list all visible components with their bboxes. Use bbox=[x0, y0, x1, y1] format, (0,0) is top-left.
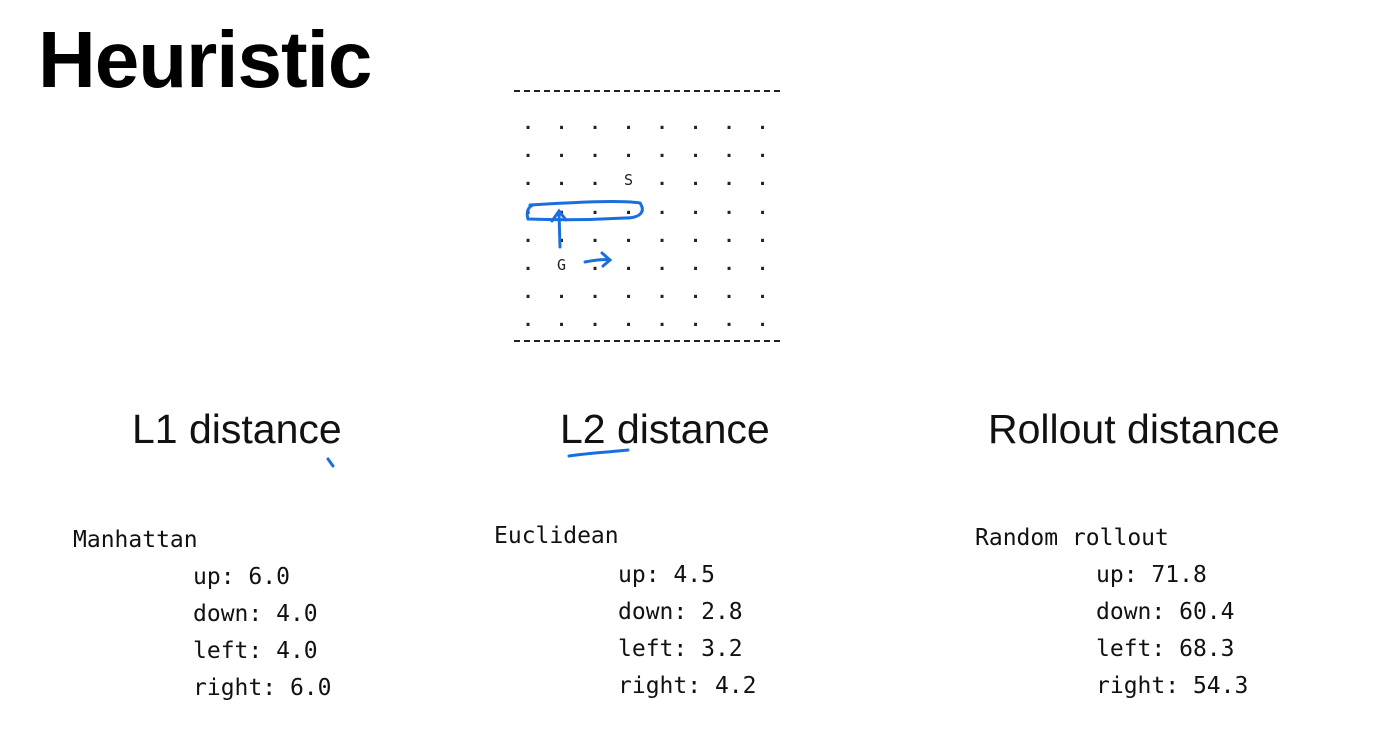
grid-cell: . bbox=[723, 225, 735, 247]
grid-cell: . bbox=[556, 169, 567, 191]
grid-cell: . bbox=[690, 225, 701, 247]
heading-l2-distance: L2 distance bbox=[560, 406, 770, 452]
grid-cell: . bbox=[757, 254, 768, 275]
grid-cell: . bbox=[690, 113, 701, 134]
grid-cell: . bbox=[690, 310, 701, 332]
values-manhattan: up: 6.0 down: 4.0 left: 4.0 right: 6.0 bbox=[193, 559, 332, 707]
method-manhattan: Manhattan bbox=[73, 527, 198, 553]
grid-cell: . bbox=[656, 225, 668, 247]
value-row-down: down: 4.0 bbox=[193, 601, 318, 627]
value-row-left: left: 3.2 bbox=[618, 636, 743, 662]
grid-cell: . bbox=[589, 113, 601, 134]
grid-cell: . bbox=[623, 113, 634, 134]
grid-cell: . bbox=[690, 254, 701, 275]
grid-cell: . bbox=[623, 254, 634, 275]
grid-cell: . bbox=[690, 282, 701, 304]
grid-cell: . bbox=[556, 310, 567, 332]
gridworld: ................... S....................… bbox=[510, 78, 790, 353]
grid-top-border bbox=[514, 90, 780, 92]
value-row-left: left: 68.3 bbox=[1096, 636, 1235, 662]
grid-cell: . bbox=[757, 197, 768, 219]
pen-tick-mark bbox=[326, 457, 335, 468]
grid-cell: . bbox=[623, 141, 634, 163]
grid-cell: . bbox=[522, 197, 534, 219]
grid-cell: . bbox=[757, 282, 768, 304]
grid-cell: . bbox=[522, 310, 534, 332]
grid-cell: . bbox=[656, 197, 668, 219]
value-row-right: right: 54.3 bbox=[1096, 673, 1249, 699]
grid-cell: . bbox=[589, 169, 601, 191]
grid-cell: . bbox=[723, 141, 735, 163]
value-row-up: up: 6.0 bbox=[193, 564, 290, 590]
grid-cell: . bbox=[522, 141, 534, 163]
grid-cell: . bbox=[589, 254, 601, 275]
method-random-rollout: Random rollout bbox=[975, 525, 1169, 551]
grid-cell: . bbox=[522, 254, 534, 275]
value-row-left: left: 4.0 bbox=[193, 638, 318, 664]
grid-cell: . bbox=[522, 225, 534, 247]
grid-cell: . bbox=[556, 197, 567, 219]
grid-cell: . bbox=[656, 169, 668, 191]
value-row-down: down: 60.4 bbox=[1096, 599, 1235, 625]
grid-cell: . bbox=[757, 310, 768, 332]
grid-cell: . bbox=[656, 310, 668, 332]
value-row-up: up: 4.5 bbox=[618, 562, 715, 588]
grid-cell: . bbox=[757, 141, 768, 163]
grid-cell: . bbox=[723, 254, 735, 275]
grid-cell: . bbox=[690, 141, 701, 163]
grid-cell-start: S bbox=[623, 171, 634, 190]
grid-cell: . bbox=[723, 197, 735, 219]
value-row-down: down: 2.8 bbox=[618, 599, 743, 625]
grid-cell-goal: G bbox=[556, 256, 567, 274]
grid-cell: . bbox=[556, 282, 567, 304]
grid-cell: . bbox=[589, 310, 601, 332]
grid-bottom-border bbox=[514, 340, 780, 342]
grid-cell: . bbox=[690, 169, 701, 191]
values-euclidean: up: 4.5 down: 2.8 left: 3.2 right: 4.2 bbox=[618, 557, 757, 705]
grid-cell: . bbox=[723, 113, 735, 134]
grid-cell: . bbox=[757, 169, 768, 191]
grid-cell: . bbox=[690, 197, 701, 219]
grid-cell: . bbox=[656, 254, 668, 275]
grid-cell: . bbox=[522, 113, 534, 134]
value-row-right: right: 6.0 bbox=[193, 675, 332, 701]
grid-cell: . bbox=[556, 141, 567, 163]
grid-cell: . bbox=[757, 225, 768, 247]
values-random-rollout: up: 71.8 down: 60.4 left: 68.3 right: 54… bbox=[1096, 557, 1248, 705]
heading-l1-distance: L1 distance bbox=[132, 406, 342, 452]
grid-cell: . bbox=[723, 282, 735, 304]
grid-cell: . bbox=[556, 113, 567, 134]
grid-cell: . bbox=[723, 310, 735, 332]
heading-rollout-distance: Rollout distance bbox=[988, 406, 1280, 452]
grid-cell: . bbox=[623, 197, 634, 219]
grid-cell: . bbox=[656, 113, 668, 134]
grid-cell: . bbox=[589, 197, 601, 219]
grid-cell: . bbox=[522, 169, 534, 191]
grid-cell: . bbox=[623, 225, 634, 247]
grid-cell: . bbox=[589, 225, 601, 247]
grid-cell: . bbox=[757, 113, 768, 134]
slide-title: Heuristic bbox=[38, 15, 372, 104]
grid-cell: . bbox=[556, 225, 567, 247]
grid-cell: . bbox=[723, 169, 735, 191]
grid-cell: . bbox=[589, 141, 601, 163]
grid-cell: . bbox=[623, 310, 634, 332]
grid-cell: . bbox=[656, 282, 668, 304]
value-row-up: up: 71.8 bbox=[1096, 562, 1207, 588]
grid-cell: . bbox=[623, 282, 634, 304]
grid-cell: . bbox=[589, 282, 601, 304]
grid-cell: . bbox=[522, 282, 534, 304]
value-row-right: right: 4.2 bbox=[618, 673, 757, 699]
method-euclidean: Euclidean bbox=[494, 523, 619, 549]
grid-cell: . bbox=[656, 141, 668, 163]
